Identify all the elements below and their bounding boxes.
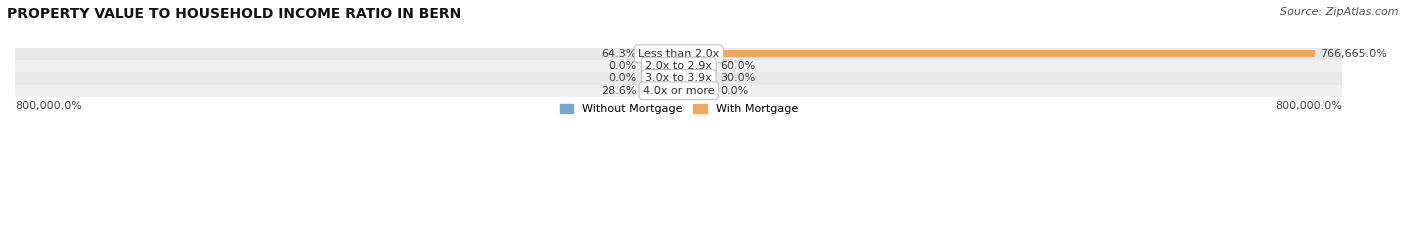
Legend: Without Mortgage, With Mortgage: Without Mortgage, With Mortgage bbox=[555, 99, 803, 118]
Bar bbox=[643, 50, 679, 57]
Text: 30.0%: 30.0% bbox=[720, 73, 756, 83]
Bar bbox=[15, 60, 1343, 72]
Text: 60.0%: 60.0% bbox=[720, 61, 756, 71]
Bar bbox=[679, 87, 716, 94]
Text: 766,665.0%: 766,665.0% bbox=[1320, 49, 1386, 59]
Text: 800,000.0%: 800,000.0% bbox=[1275, 101, 1343, 111]
Text: 4.0x or more: 4.0x or more bbox=[643, 86, 714, 96]
Bar bbox=[679, 75, 716, 82]
Text: 2.0x to 2.9x: 2.0x to 2.9x bbox=[645, 61, 713, 71]
Bar bbox=[15, 72, 1343, 85]
Bar bbox=[643, 87, 679, 94]
Text: 64.3%: 64.3% bbox=[602, 49, 637, 59]
Text: 28.6%: 28.6% bbox=[602, 86, 637, 96]
Text: Source: ZipAtlas.com: Source: ZipAtlas.com bbox=[1281, 7, 1399, 17]
Bar bbox=[679, 63, 716, 69]
Text: 3.0x to 3.9x: 3.0x to 3.9x bbox=[645, 73, 711, 83]
Text: 0.0%: 0.0% bbox=[609, 61, 637, 71]
Bar bbox=[15, 85, 1343, 97]
Text: 800,000.0%: 800,000.0% bbox=[15, 101, 82, 111]
Bar bbox=[679, 50, 1315, 57]
Bar bbox=[643, 75, 679, 82]
Text: PROPERTY VALUE TO HOUSEHOLD INCOME RATIO IN BERN: PROPERTY VALUE TO HOUSEHOLD INCOME RATIO… bbox=[7, 7, 461, 21]
Bar bbox=[643, 63, 679, 69]
Text: 0.0%: 0.0% bbox=[609, 73, 637, 83]
Text: 0.0%: 0.0% bbox=[720, 86, 749, 96]
Bar bbox=[15, 48, 1343, 60]
Text: Less than 2.0x: Less than 2.0x bbox=[638, 49, 720, 59]
